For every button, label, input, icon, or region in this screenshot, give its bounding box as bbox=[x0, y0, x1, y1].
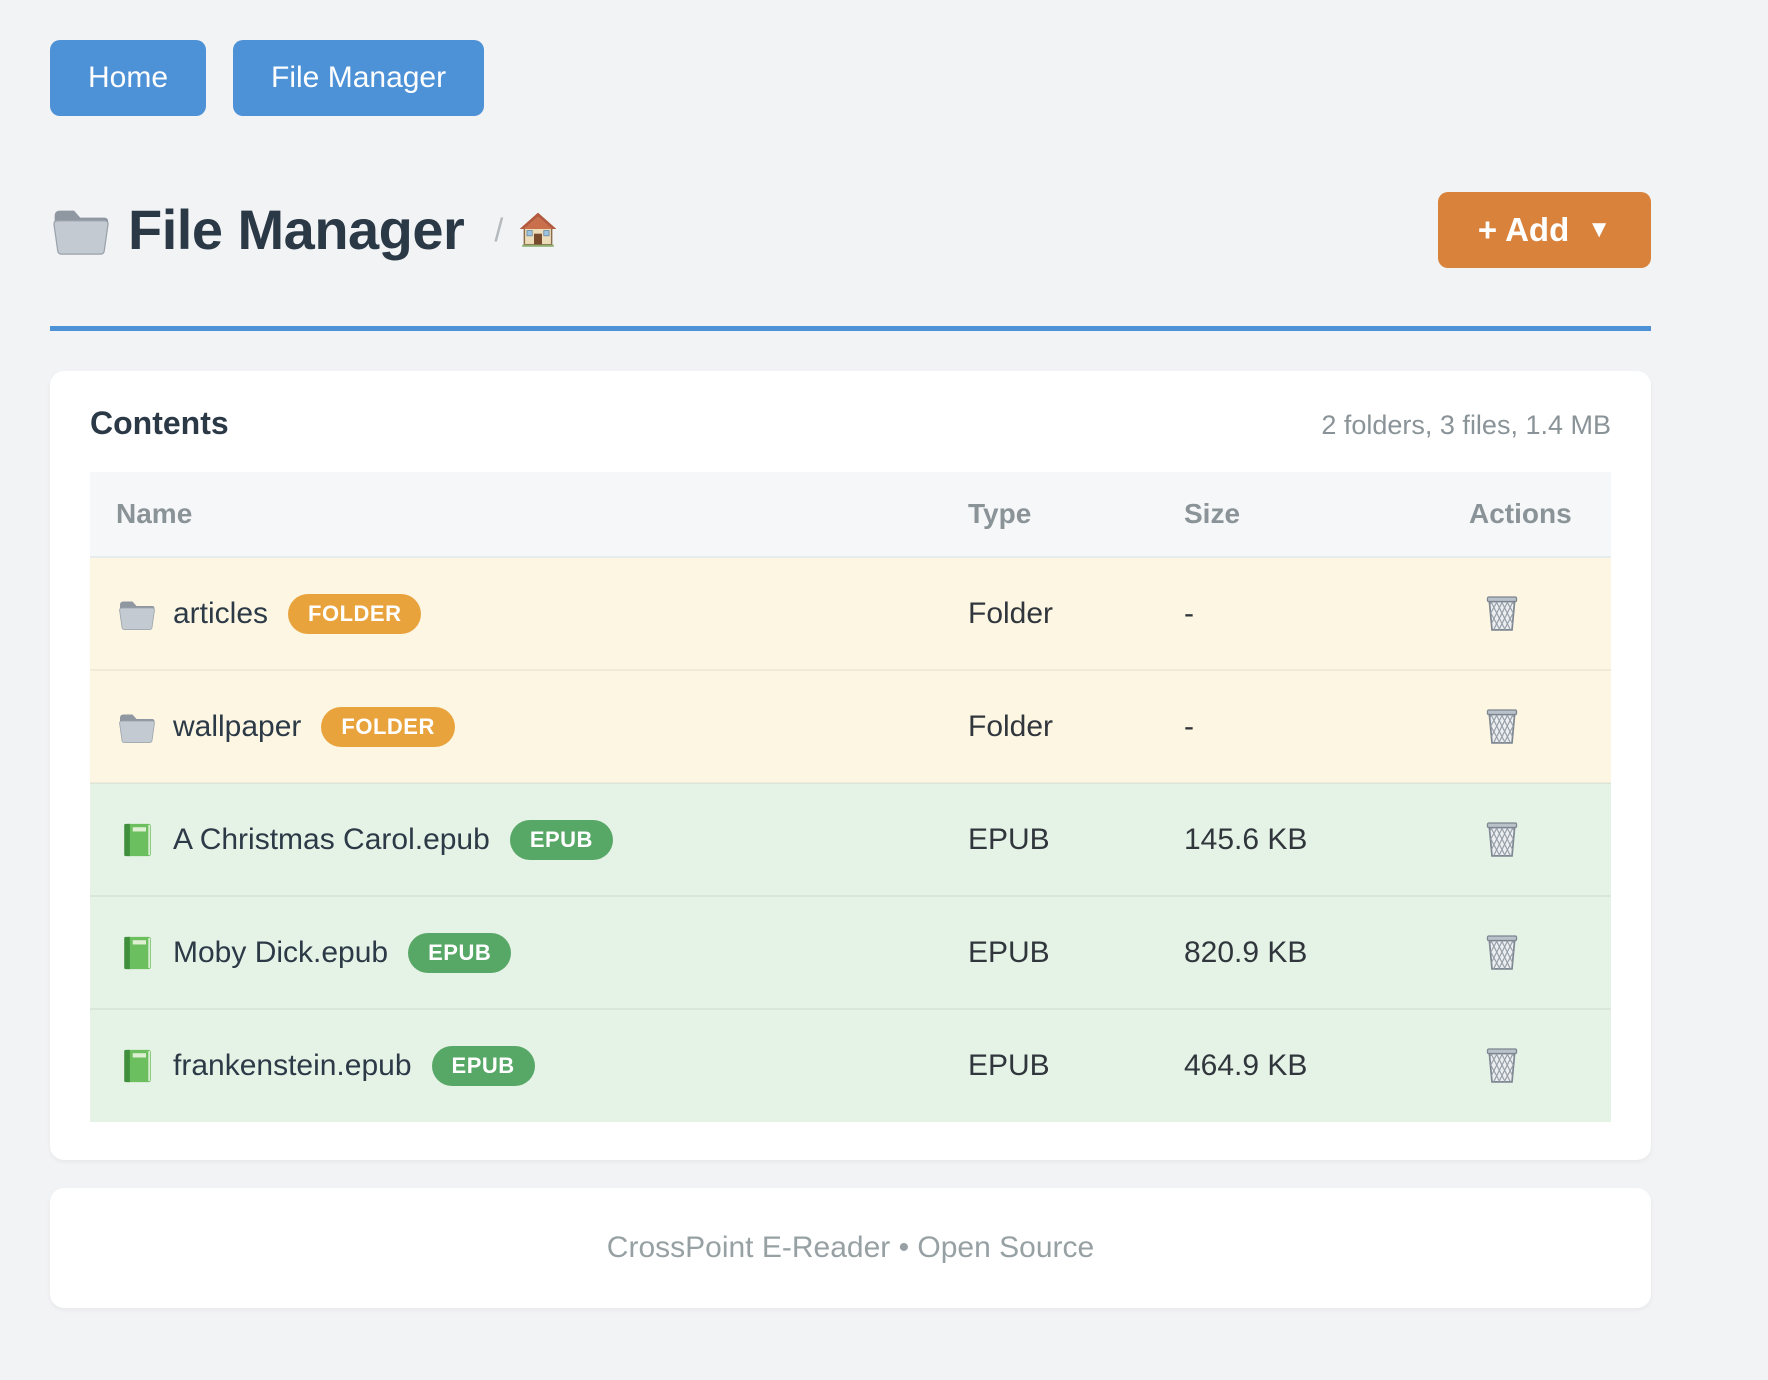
delete-button[interactable] bbox=[1476, 700, 1528, 752]
page-container: Home File Manager File Manager / + Add ▼… bbox=[50, 0, 1651, 1308]
size-cell: - bbox=[1184, 709, 1194, 743]
size-cell: 145.6 KB bbox=[1184, 822, 1308, 856]
table-row[interactable]: A Christmas Carol.epub EPUB EPUB 145.6 K… bbox=[90, 783, 1611, 896]
type-cell: EPUB bbox=[968, 1049, 1050, 1082]
table-row[interactable]: Moby Dick.epub EPUB EPUB 820.9 KB bbox=[90, 896, 1611, 1009]
type-badge: EPUB bbox=[408, 932, 512, 973]
name-cell: A Christmas Carol.epub EPUB bbox=[90, 783, 967, 896]
column-header-size: Size bbox=[1183, 472, 1468, 557]
type-badge: EPUB bbox=[509, 819, 613, 860]
trash-icon bbox=[1484, 705, 1520, 748]
type-badge: EPUB bbox=[431, 1046, 535, 1086]
card-head: Contents 2 folders, 3 files, 1.4 MB bbox=[90, 405, 1611, 442]
breadcrumb-separator: / bbox=[494, 211, 504, 248]
file-name: A Christmas Carol.epub bbox=[173, 822, 490, 856]
book-icon bbox=[117, 822, 157, 858]
actions-cell bbox=[1468, 896, 1611, 1009]
page-title: File Manager bbox=[128, 198, 465, 261]
header-divider bbox=[50, 326, 1651, 331]
actions-cell bbox=[1468, 670, 1611, 783]
add-button[interactable]: + Add ▼ bbox=[1437, 192, 1651, 268]
table-row[interactable]: articles FOLDER Folder - bbox=[90, 557, 1611, 670]
name-cell: frankenstein.epub EPUB bbox=[90, 1009, 967, 1122]
column-header-name: Name bbox=[90, 472, 967, 557]
book-icon bbox=[117, 1048, 157, 1084]
contents-card: Contents 2 folders, 3 files, 1.4 MB Name… bbox=[50, 371, 1651, 1160]
type-cell: Folder bbox=[968, 709, 1054, 743]
title-group: File Manager / bbox=[50, 202, 559, 258]
size-cell: 464.9 KB bbox=[1184, 1049, 1308, 1082]
column-header-actions: Actions bbox=[1468, 472, 1611, 557]
table-header-row: Name Type Size Actions bbox=[90, 472, 1611, 557]
folder-icon bbox=[117, 596, 157, 632]
type-badge: FOLDER bbox=[321, 706, 455, 747]
trash-icon bbox=[1484, 592, 1520, 635]
caret-down-icon: ▼ bbox=[1587, 216, 1611, 243]
nav-file-manager-button[interactable]: File Manager bbox=[233, 40, 485, 116]
delete-button[interactable] bbox=[1476, 813, 1528, 865]
actions-cell bbox=[1468, 557, 1611, 670]
type-cell: EPUB bbox=[968, 935, 1050, 969]
name-cell: wallpaper FOLDER bbox=[90, 670, 967, 783]
contents-summary: 2 folders, 3 files, 1.4 MB bbox=[1321, 410, 1611, 440]
type-badge: FOLDER bbox=[288, 593, 422, 634]
footer-text: CrossPoint E-Reader • Open Source bbox=[606, 1231, 1095, 1264]
type-cell: Folder bbox=[968, 596, 1054, 630]
add-button-label: + Add bbox=[1477, 211, 1570, 248]
size-cell: - bbox=[1184, 596, 1194, 630]
contents-title: Contents bbox=[90, 405, 229, 441]
trash-icon bbox=[1484, 1044, 1520, 1087]
delete-button[interactable] bbox=[1476, 926, 1528, 978]
size-cell: 820.9 KB bbox=[1184, 935, 1308, 969]
folder-icon bbox=[117, 709, 157, 745]
name-cell: articles FOLDER bbox=[90, 557, 967, 670]
folder-icon bbox=[50, 203, 112, 257]
book-icon bbox=[117, 935, 157, 971]
file-table: Name Type Size Actions articles FOLDER Fold… bbox=[90, 472, 1611, 1122]
file-name: wallpaper bbox=[173, 709, 302, 743]
table-row[interactable]: wallpaper FOLDER Folder - bbox=[90, 670, 1611, 783]
column-header-type: Type bbox=[967, 472, 1183, 557]
type-cell: EPUB bbox=[968, 822, 1050, 856]
file-name: articles bbox=[173, 596, 269, 630]
delete-button[interactable] bbox=[1476, 1040, 1528, 1092]
name-cell: Moby Dick.epub EPUB bbox=[90, 896, 967, 1009]
actions-cell bbox=[1468, 783, 1611, 896]
home-icon[interactable] bbox=[517, 209, 559, 251]
trash-icon bbox=[1484, 931, 1520, 974]
delete-button[interactable] bbox=[1476, 587, 1528, 639]
trash-icon bbox=[1484, 818, 1520, 861]
footer: CrossPoint E-Reader • Open Source bbox=[50, 1188, 1651, 1308]
top-navigation: Home File Manager bbox=[50, 0, 1651, 116]
file-name: frankenstein.epub bbox=[173, 1049, 412, 1082]
actions-cell bbox=[1468, 1009, 1611, 1122]
nav-home-button[interactable]: Home bbox=[50, 40, 207, 116]
file-name: Moby Dick.epub bbox=[173, 935, 389, 969]
table-row[interactable]: frankenstein.epub EPUB EPUB 464.9 KB bbox=[90, 1009, 1611, 1122]
page-header: File Manager / + Add ▼ bbox=[50, 190, 1651, 270]
